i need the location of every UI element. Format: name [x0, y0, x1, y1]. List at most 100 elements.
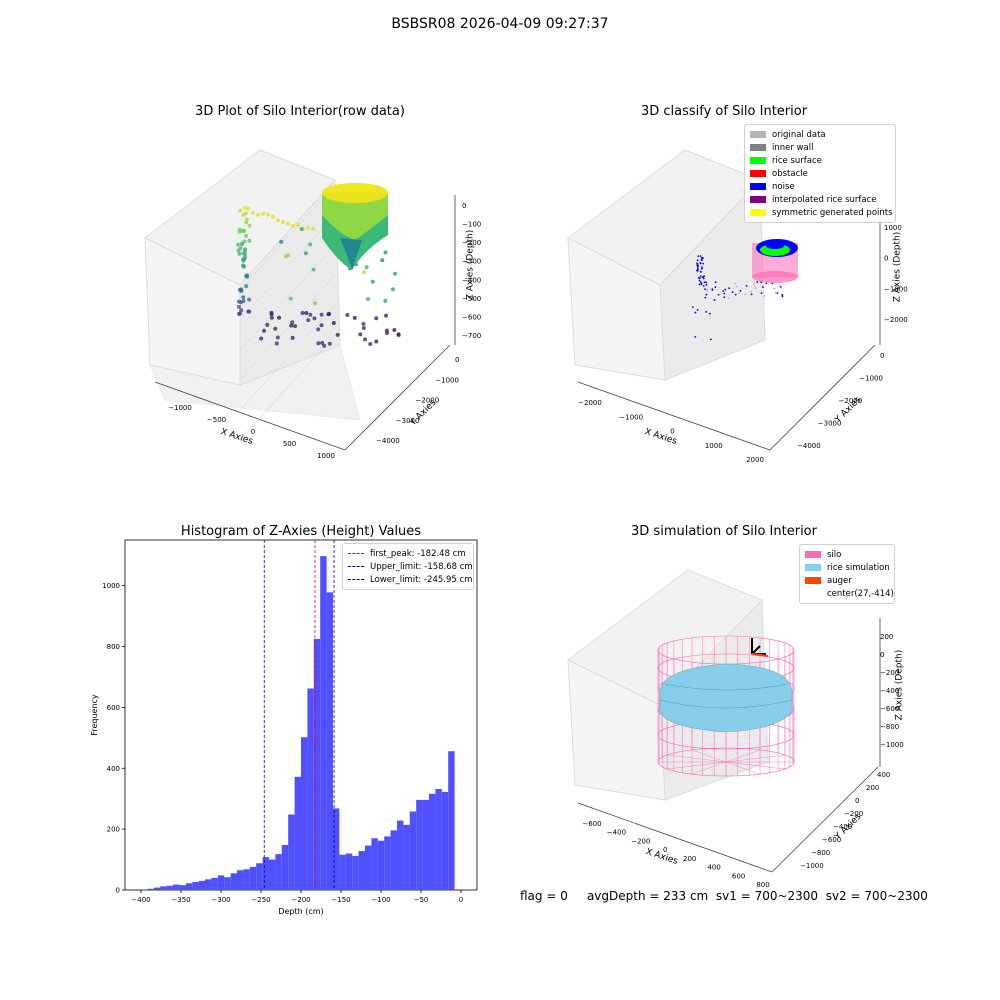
histogram-legend-entry: Upper_limit: -158.68 cm	[348, 560, 473, 573]
simulation-legend-swatch	[805, 564, 821, 571]
simulation-x-tick: 600	[732, 872, 745, 880]
histogram-x-tick: −350	[171, 896, 190, 904]
histogram-bar	[230, 873, 237, 890]
simulation-legend-swatch	[805, 590, 821, 597]
histogram-bar	[198, 880, 205, 890]
classify-legend-label: obstacle	[772, 168, 808, 179]
classify-z-axis-label: Z Axies (Depth)	[892, 231, 903, 303]
simulation-x-tick: 200	[683, 855, 696, 863]
classify-legend-entry: symmetric generated points	[750, 206, 893, 219]
histogram-bar	[185, 883, 193, 890]
histogram-x-tick: −250	[251, 896, 270, 904]
raw-x-tick: 1000	[317, 452, 335, 460]
sv1-text: sv1 = 700~2300	[715, 889, 819, 903]
histogram-x-tick: 0	[459, 896, 463, 904]
classify-legend-label: interpolated rice surface	[772, 194, 877, 205]
classify-legend-label: original data	[772, 129, 826, 140]
histogram-bar	[211, 877, 218, 890]
raw-z-axis-label: Z Axies (Depth)	[465, 229, 476, 301]
simulation-y-tick: 400	[877, 771, 890, 779]
raw-z-tick: −400	[462, 276, 481, 284]
histogram-bar	[307, 688, 314, 890]
simulation-z-tick: −800	[880, 723, 899, 731]
histogram-title: Histogram of Z-Axies (Height) Values	[180, 524, 422, 539]
classify-legend-entry: inner wall	[750, 141, 889, 154]
simulation-plot-title: 3D simulation of Silo Interior	[631, 524, 817, 539]
classify-legend-entry: original data	[750, 128, 889, 141]
classify-legend-label: symmetric generated points	[772, 207, 893, 218]
raw-y-tick: −4000	[376, 437, 400, 445]
flag-text: flag = 0	[520, 889, 568, 903]
simulation-legend-entry: rice simulation	[805, 561, 890, 574]
histogram-legend-line	[348, 553, 364, 554]
classify-legend-swatch	[750, 157, 766, 164]
raw-z-tick: −300	[462, 258, 481, 266]
classify-y-tick: −3000	[818, 420, 842, 428]
classify-x-tick: 2000	[746, 456, 764, 464]
histogram-bar	[339, 854, 346, 890]
auger-marker	[751, 638, 769, 657]
simulation-y-tick: −800	[811, 849, 830, 857]
classify-y-tick: 0	[880, 352, 884, 360]
histogram-bar	[326, 592, 333, 890]
simulation-y-tick: −1000	[800, 862, 824, 870]
histogram-bar	[409, 811, 417, 890]
histogram-legend-entry: first_peak: -182.48 cm	[348, 547, 467, 560]
raw-z-tick: −700	[462, 332, 481, 340]
simulation-y-tick: −600	[822, 836, 841, 844]
histogram-bar	[288, 814, 295, 890]
histogram-bar	[249, 866, 257, 890]
classify-legend-label: rice surface	[772, 155, 822, 166]
simulation-legend-entry: center(27,-414)	[805, 587, 894, 600]
sv2-text: sv2 = 700~2300	[825, 889, 928, 903]
histogram-bar	[397, 820, 404, 890]
histogram-bar	[384, 836, 391, 890]
histogram-bar	[179, 885, 186, 890]
histogram-bar	[352, 855, 359, 890]
simulation-legend-entry: auger	[805, 574, 888, 587]
histogram-x-axis-label: Depth (cm)	[278, 907, 323, 916]
raw-z-tick: −100	[462, 221, 481, 229]
histogram-legend-line	[348, 579, 364, 580]
histogram-x-tick: −200	[291, 896, 310, 904]
simulation-legend-entry: silo	[805, 548, 888, 561]
simulation-x-tick: 0	[663, 846, 667, 854]
simulation-z-tick: −200	[880, 669, 899, 677]
histogram-bar	[262, 857, 269, 890]
histogram-bar	[256, 863, 263, 890]
histogram-bar	[192, 882, 199, 890]
histogram-x-tick: −50	[414, 896, 429, 904]
classify-silo-cluster	[752, 239, 798, 283]
classify-y-tick: −4000	[797, 442, 821, 450]
simulation-x-tick: 400	[707, 864, 720, 872]
status-line: flag = 0 avgDepth = 233 cm sv1 = 700~230…	[520, 889, 928, 903]
classify-z-tick: 1000	[884, 224, 902, 232]
classify-legend-swatch	[750, 144, 766, 151]
raw-z-tick: 0	[462, 202, 466, 210]
raw-y-tick: 0	[455, 356, 459, 364]
classify-z-tick: −1000	[884, 285, 908, 293]
simulation-x-tick: −400	[607, 829, 626, 837]
histogram-bar	[166, 885, 173, 890]
histogram-legend-label: Lower_limit: -245.95 cm	[370, 574, 473, 585]
histogram-bar	[269, 859, 276, 890]
histogram-bar	[371, 838, 378, 890]
classify-legend-label: noise	[772, 181, 795, 192]
avg-depth-text: avgDepth = 233 cm	[586, 889, 709, 903]
histogram-y-tick: 0	[116, 887, 120, 895]
histogram-legend-entry: Lower_limit: -245.95 cm	[348, 573, 472, 586]
histogram-bar	[403, 824, 410, 890]
classify-legend-label: inner wall	[772, 142, 814, 153]
raw-z-tick: −600	[462, 313, 481, 321]
simulation-z-tick: 200	[880, 633, 893, 641]
histogram-legend-label: Upper_limit: -158.68 cm	[370, 561, 473, 572]
classify-legend-swatch	[750, 196, 766, 203]
simulation-x-tick: 800	[756, 881, 769, 889]
histogram-bar	[301, 737, 308, 890]
simulation-x-tick: −600	[582, 820, 601, 828]
raw-z-tick: −500	[462, 295, 481, 303]
simulation-z-tick: −400	[880, 687, 899, 695]
histogram-bar	[422, 799, 429, 890]
histogram-bar	[429, 793, 436, 890]
simulation-z-axis-label: Z Axies (Depth)	[894, 649, 905, 721]
